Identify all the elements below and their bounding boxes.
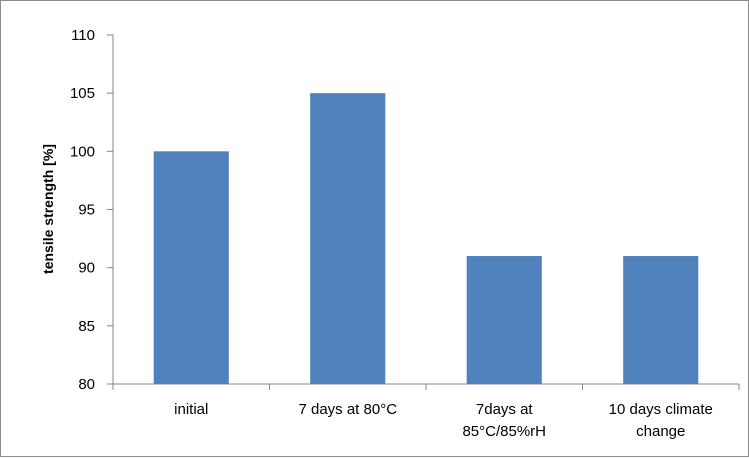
x-category-label: initial (174, 401, 208, 418)
bars (153, 93, 699, 385)
bar (310, 93, 386, 385)
x-axis: initial 7 days at 80°C 7days at 85°C/85%rH 1… (112, 383, 740, 440)
y-tick-label: 110 (71, 27, 95, 44)
x-category-label: 7days at 85°C/85%rH (462, 401, 546, 440)
y-tick-label: 90 (78, 260, 95, 277)
y-tick-label: 105 (70, 85, 95, 102)
y-axis-label: tensile strength [%] (40, 144, 56, 274)
y-axis: 80 85 90 95 100 105 110 (70, 27, 114, 393)
bar (466, 256, 542, 384)
y-tick-label: 80 (78, 376, 95, 393)
y-tick-label: 100 (70, 143, 95, 160)
bar (153, 151, 229, 384)
x-category-label: 7 days at 80°C (298, 401, 397, 418)
y-tick-label: 85 (78, 318, 95, 335)
x-category-label: 10 days climate change (609, 401, 713, 440)
y-tick-label: 95 (78, 202, 95, 219)
bar (623, 256, 699, 384)
